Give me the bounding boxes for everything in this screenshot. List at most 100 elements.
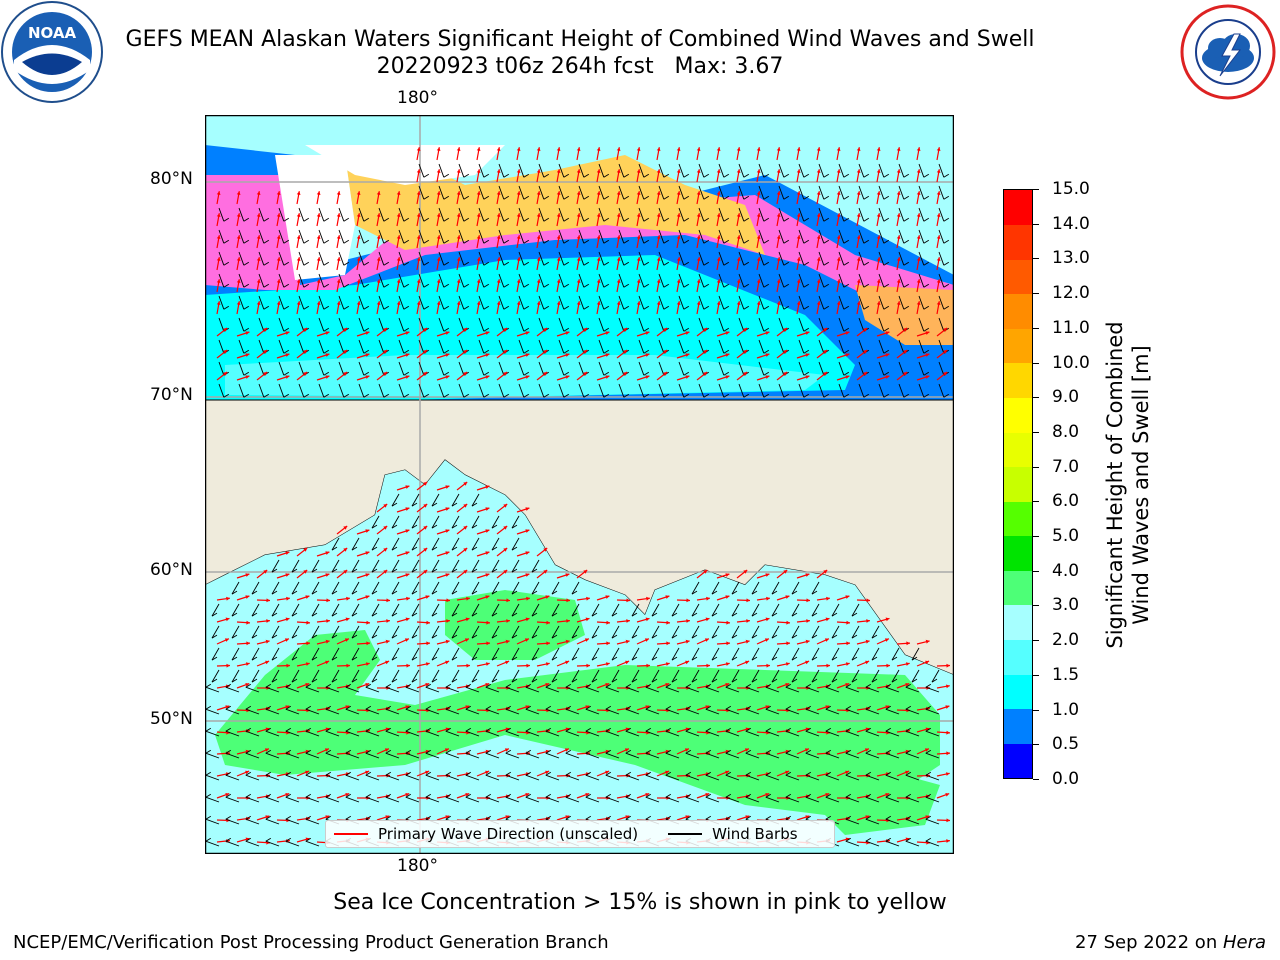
wind-barb (798, 361, 805, 376)
wave-direction-arrowhead (856, 191, 861, 195)
wave-direction-arrowhead (405, 485, 410, 489)
wind-barb-flag (711, 634, 718, 639)
wind-barb-flag (745, 705, 752, 710)
wind-barb (518, 339, 525, 354)
wave-direction-arrowhead (386, 598, 390, 603)
wind-barb-flag (383, 261, 390, 266)
wave-direction-arrowhead (585, 705, 590, 709)
wind-barb (538, 361, 545, 376)
wind-barb-flag (245, 749, 252, 754)
colorbar-segment (1004, 190, 1032, 225)
colorbar-tick-label: 6.0 (1052, 491, 1080, 512)
colorbar-tick-label: 1.5 (1052, 664, 1080, 685)
wind-barb (565, 708, 580, 715)
wind-barb-flag (543, 283, 550, 288)
wind-barb (358, 273, 365, 288)
wind-barb (225, 774, 240, 781)
wave-direction-arrowhead (556, 213, 561, 217)
wind-barb (625, 686, 640, 693)
colorbar-segment (1004, 432, 1032, 468)
wind-barb-flag (723, 283, 730, 288)
wave-direction-arrowhead (264, 748, 269, 752)
wind-barb (865, 796, 880, 803)
wind-barb-flag (625, 793, 632, 798)
wave-direction-arrowhead (224, 638, 229, 642)
colorbar-tick-label: 11.0 (1052, 317, 1090, 338)
wind-barb (371, 647, 380, 661)
wave-direction-arrowhead (885, 705, 890, 709)
wind-barb-flag (225, 793, 232, 798)
wave-direction-arrowhead (236, 191, 241, 195)
wind-barb-flag (783, 173, 790, 178)
wind-barb-flag (643, 217, 650, 222)
wind-barb (571, 669, 580, 683)
wind-barb (265, 708, 280, 715)
wind-barb (458, 185, 465, 200)
wind-barb-flag (605, 727, 612, 732)
wave-direction-arrowhead (485, 551, 490, 555)
wind-barb (878, 251, 885, 266)
wind-barb-flag (411, 656, 418, 661)
wind-barb-flag (763, 283, 770, 288)
wind-barb (825, 730, 840, 737)
wind-barb-flag (523, 305, 530, 310)
wind-barb (405, 796, 420, 803)
wind-barb-flag (563, 371, 570, 376)
wave-direction-arrowhead (485, 595, 490, 599)
wind-barb-flag (683, 173, 690, 178)
colorbar-segment (1004, 535, 1032, 571)
wind-barb-flag (545, 683, 552, 688)
wind-barb-flag (411, 590, 418, 595)
wind-barb (605, 774, 620, 781)
wind-barb (878, 207, 885, 222)
wind-barb-flag (923, 371, 930, 376)
wave-direction-arrowhead (456, 279, 461, 283)
wave-direction-arrowhead (716, 191, 721, 195)
wave-direction-arrowhead (266, 619, 270, 623)
wind-barb (518, 251, 525, 266)
wave-direction-arrowhead (576, 279, 581, 283)
wind-barb (898, 207, 905, 222)
wind-barb-flag (365, 815, 372, 820)
wave-direction-arrowhead (896, 235, 901, 239)
wind-barb (898, 185, 905, 200)
colorbar-tick-label: 13.0 (1052, 248, 1090, 269)
wind-barb (818, 383, 825, 398)
wind-barb (858, 273, 865, 288)
wind-barb (291, 581, 300, 595)
wave-direction-arrowhead (525, 375, 530, 379)
wind-barb-flag (483, 327, 490, 332)
wind-barb-flag (665, 815, 672, 820)
wave-direction-arrowhead (905, 683, 910, 687)
wind-barb-flag (465, 793, 472, 798)
wind-barb-flag (503, 261, 510, 266)
wind-barb (578, 295, 585, 310)
wave-direction-arrowhead (845, 683, 850, 687)
wind-barb (431, 515, 440, 529)
wind-barb-flag (371, 568, 378, 573)
wind-barb (658, 185, 665, 200)
wave-direction-arrowhead (676, 191, 681, 195)
wave-direction-arrowhead (525, 331, 530, 335)
wind-barb-flag (503, 217, 510, 222)
wave-direction-arrowhead (285, 793, 290, 797)
wind-barb (391, 625, 400, 639)
wave-direction-arrowhead (306, 620, 310, 625)
sea-ice-band-magenta (205, 175, 954, 315)
wave-direction-arrowhead (703, 350, 708, 354)
wind-barb (471, 603, 480, 617)
wave-direction-arrowhead (386, 619, 390, 623)
wind-barb-flag (483, 217, 490, 222)
wind-barb (418, 317, 425, 332)
wind-barb-flag (545, 815, 552, 820)
wave-direction-arrowhead (605, 595, 610, 599)
wave-direction-arrowhead (796, 169, 801, 173)
wind-barb (878, 163, 885, 178)
wave-direction-arrowhead (263, 328, 268, 332)
wave-direction-arrowhead (225, 793, 230, 797)
wind-barb-flag (603, 327, 610, 332)
legend-wave-direction-swatch (334, 833, 368, 835)
wind-barb-flag (683, 217, 690, 222)
wind-barb (505, 796, 520, 803)
wind-barb (805, 774, 820, 781)
